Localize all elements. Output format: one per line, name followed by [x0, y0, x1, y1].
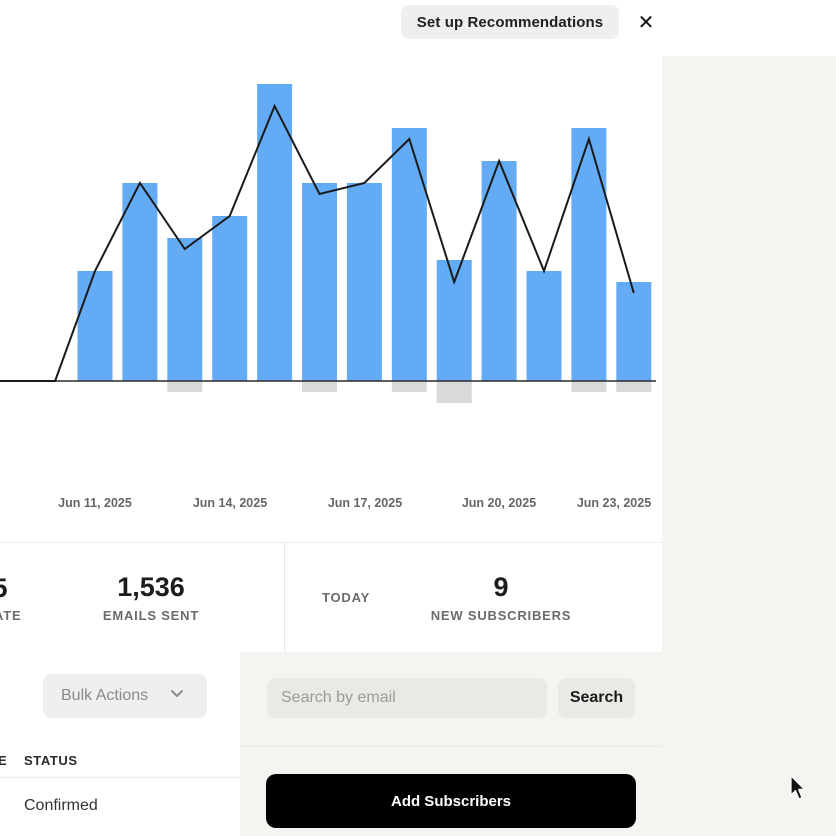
x-axis-tick-label: Jun 20, 2025 [462, 496, 536, 510]
chart-negative-bar[interactable] [616, 381, 652, 392]
stat-value-cut: 5 [0, 573, 10, 604]
chart-bar[interactable] [212, 216, 248, 381]
chart-negative-bar[interactable] [571, 381, 607, 392]
add-subscribers-button[interactable]: Add Subscribers [266, 774, 636, 828]
chart-negative-bar[interactable] [167, 381, 203, 392]
emails-sent-label: EMAILS SENT [102, 608, 200, 623]
chart-negative-bar[interactable] [436, 381, 472, 403]
column-header-status[interactable]: STATUS [24, 753, 78, 768]
panel-separator [240, 746, 662, 747]
bulk-actions-label: Bulk Actions [61, 687, 149, 704]
new-subscribers-value: 9 [493, 572, 509, 602]
emails-sent-value: 1,536 [117, 572, 185, 602]
subscriber-chart: Jun 11, 2025 Jun 14, 2025 Jun 17, 2025 Jun … [0, 56, 662, 542]
chevron-down-icon [171, 690, 183, 697]
chart-bar[interactable] [302, 183, 337, 381]
chart-bar[interactable] [167, 238, 203, 381]
chart-bar[interactable] [391, 128, 427, 381]
new-subscribers-label: NEW SUBSCRIBERS [430, 608, 572, 623]
chart-bar[interactable] [436, 260, 472, 381]
chart-trend-line [0, 103, 635, 382]
column-header-cut: E [0, 753, 7, 768]
chart-bar[interactable] [122, 183, 158, 381]
chart-bar[interactable] [571, 128, 607, 381]
chart-bar[interactable] [481, 161, 517, 381]
search-by-email-input[interactable] [267, 678, 547, 718]
x-axis-tick-label: Jun 11, 2025 [58, 496, 132, 510]
x-axis-tick-label: Jun 14, 2025 [193, 496, 267, 510]
top-bar: Set up Recommendations ✕ [0, 0, 836, 56]
set-up-recommendations-button[interactable]: Set up Recommendations [401, 5, 619, 39]
chart-bar[interactable] [526, 271, 562, 381]
chart-bar[interactable] [346, 183, 382, 381]
chart-svg: Jun 11, 2025 Jun 14, 2025 Jun 17, 2025 Jun … [0, 84, 656, 510]
subscribers-table: Bulk Actions E STATUS Confirmed [0, 652, 240, 836]
chart-bar[interactable] [77, 271, 113, 381]
header-separator [0, 777, 240, 778]
table-row-status: Confirmed [24, 797, 98, 814]
close-icon[interactable]: ✕ [632, 8, 660, 36]
chart-negative-bar[interactable] [302, 381, 337, 392]
mouse-pointer-icon [790, 775, 806, 800]
subscriber-actions-panel: Search Add Subscribers [240, 652, 662, 836]
bulk-actions-dropdown[interactable]: Bulk Actions [43, 674, 207, 718]
search-button[interactable]: Search [558, 678, 635, 718]
x-axis-tick-label: Jun 23, 2025 [577, 496, 651, 510]
x-axis-tick-label: Jun 17, 2025 [328, 496, 402, 510]
stat-label-cut: ATE [0, 608, 22, 623]
chart-bar[interactable] [616, 282, 652, 381]
stats-divider [284, 543, 285, 653]
stats-row: 5 ATE 1,536 EMAILS SENT TODAY 9 NEW SUBS… [0, 542, 662, 653]
chart-negative-bar[interactable] [391, 381, 427, 392]
today-label: TODAY [322, 590, 371, 605]
